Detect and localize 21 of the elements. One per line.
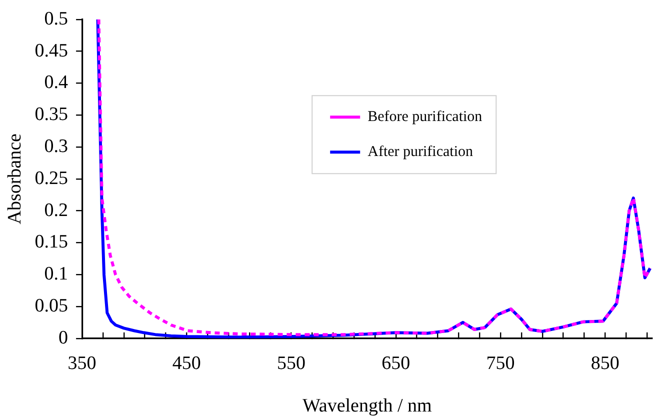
y-tick-label: 0.1	[44, 264, 68, 285]
y-tick-label: 0.5	[44, 8, 68, 30]
y-tick-label: 0.05	[34, 295, 68, 316]
x-tick-label: 350	[68, 352, 96, 374]
x-tick-label: 550	[277, 352, 306, 374]
y-tick-label: 0.35	[34, 104, 68, 126]
legend-label: After purification	[368, 144, 474, 160]
y-tick-label: 0.2	[44, 200, 68, 221]
legend-label: Before purification	[368, 109, 483, 126]
x-tick-label: 850	[590, 352, 620, 374]
y-tick-label: 0.25	[34, 168, 68, 189]
y-tick-label: 0.4	[44, 72, 69, 94]
x-tick-label: 750	[486, 352, 515, 374]
y-tick-label: 0	[58, 327, 68, 348]
x-tick-label: 650	[382, 352, 410, 374]
y-tick-label: 0.15	[34, 232, 68, 253]
x-axis-title: Wavelength / nm	[302, 396, 432, 417]
y-tick-label: 0.3	[44, 136, 68, 157]
y-axis-title: Absorbance	[4, 134, 26, 224]
x-tick-label: 450	[172, 352, 201, 374]
y-tick-label: 0.45	[34, 40, 68, 62]
